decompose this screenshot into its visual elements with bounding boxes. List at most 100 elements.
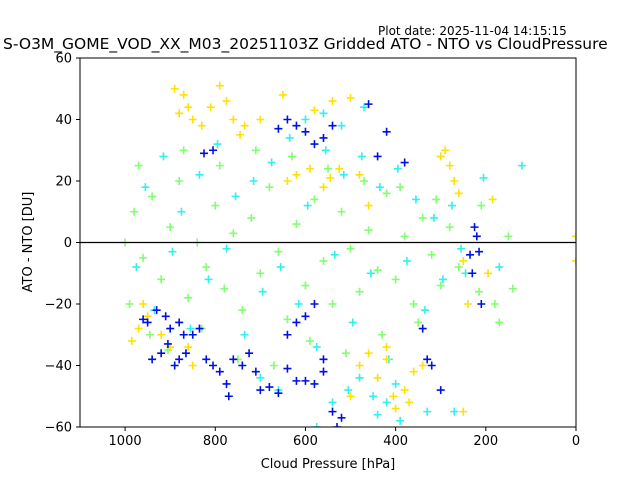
data-point [342, 349, 351, 358]
data-point [326, 173, 335, 182]
data-point [360, 103, 369, 112]
data-point [432, 195, 441, 204]
data-point [396, 416, 405, 425]
data-point [382, 343, 391, 352]
chart-title: S-O3M_GOME_VOD_XX_M03_20251103Z Gridded … [3, 35, 608, 54]
data-point [292, 318, 301, 327]
data-point [222, 97, 231, 106]
data-point [188, 115, 197, 124]
data-point [319, 355, 328, 364]
data-point [364, 100, 373, 109]
data-point [256, 115, 265, 124]
data-point [139, 300, 148, 308]
data-point [215, 81, 224, 90]
data-point [251, 367, 260, 376]
data-point [211, 201, 220, 210]
data-point [229, 115, 238, 124]
data-point [145, 330, 154, 339]
data-point [141, 183, 150, 192]
data-point [184, 293, 193, 302]
data-point [265, 383, 274, 392]
data-point [236, 130, 245, 139]
data-point [402, 256, 411, 265]
data-point [391, 275, 400, 284]
data-point [389, 392, 398, 401]
data-point [195, 324, 204, 333]
data-point [391, 404, 400, 413]
data-point [450, 177, 459, 185]
data-point [188, 361, 197, 370]
data-point [461, 269, 470, 278]
data-point [222, 379, 231, 388]
data-point [245, 349, 254, 358]
series-cyan [132, 103, 526, 427]
data-point [301, 115, 310, 124]
data-point [438, 275, 447, 284]
y-tick-label: −60 [45, 421, 72, 436]
data-point [321, 146, 330, 155]
data-point [215, 161, 224, 170]
data-point [276, 263, 285, 272]
data-point [459, 407, 468, 416]
data-point [224, 392, 233, 401]
data-point [310, 140, 319, 149]
data-point [258, 287, 267, 296]
data-point [274, 389, 283, 398]
data-point [319, 133, 328, 142]
data-point [267, 158, 276, 167]
data-point [139, 253, 148, 262]
data-point [450, 407, 459, 416]
data-point [411, 195, 420, 204]
data-point [364, 226, 373, 235]
data-point [143, 318, 152, 327]
data-point [572, 256, 576, 265]
data-point [396, 183, 405, 192]
data-point [209, 146, 218, 155]
data-point [283, 330, 292, 339]
data-point [382, 355, 391, 364]
data-point [127, 336, 136, 345]
data-point [256, 269, 265, 278]
data-point [466, 250, 475, 259]
data-point [479, 173, 488, 182]
data-point [200, 149, 208, 158]
y-tick-label: 0 [64, 236, 72, 251]
data-point [184, 103, 193, 112]
data-point [175, 109, 184, 118]
data-point [312, 423, 321, 427]
data-point [287, 152, 296, 161]
data-point [418, 213, 427, 222]
x-tick-label: 600 [293, 434, 318, 449]
data-point [409, 367, 418, 376]
series-blue [139, 100, 486, 427]
data-point [209, 361, 218, 370]
data-point [204, 275, 213, 284]
data-point [301, 312, 310, 321]
data-point [175, 355, 184, 364]
data-point [292, 170, 301, 179]
data-point [238, 306, 247, 315]
data-point [206, 103, 215, 112]
data-point [508, 284, 517, 293]
data-point [202, 263, 211, 272]
data-point [436, 386, 445, 395]
data-point [157, 275, 166, 284]
data-point [157, 330, 166, 339]
data-point [427, 250, 436, 259]
data-point [301, 127, 310, 136]
data-point [429, 213, 438, 222]
data-point [382, 189, 391, 198]
data-point [328, 398, 337, 407]
data-point [319, 109, 328, 118]
data-point [414, 318, 423, 327]
data-point [373, 266, 382, 275]
data-point [484, 269, 493, 278]
data-point [179, 90, 188, 99]
data-point [475, 247, 484, 256]
data-point [202, 355, 211, 364]
data-point [369, 392, 378, 401]
data-point [240, 121, 249, 130]
data-point [179, 330, 188, 339]
data-point [292, 121, 301, 130]
data-point [179, 146, 188, 155]
